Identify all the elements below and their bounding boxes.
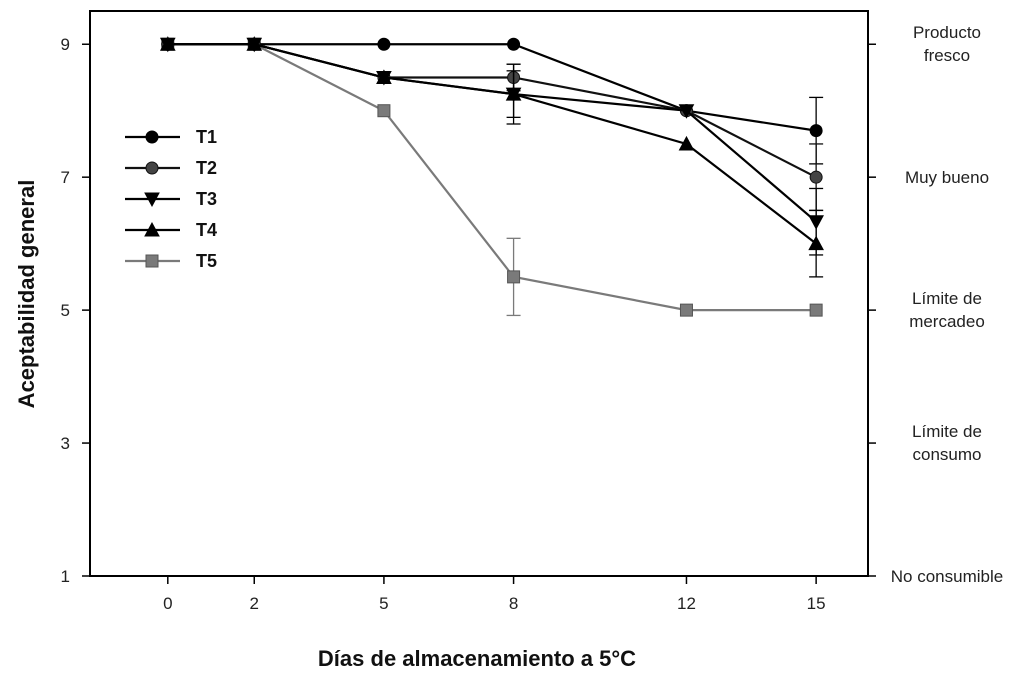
data-point <box>808 235 824 251</box>
data-point <box>809 170 823 184</box>
right-axis-label: Límite de <box>912 422 982 441</box>
x-tick-label: 2 <box>250 594 259 613</box>
right-axis-labels: Producto fresco Muy bueno Límite de mercadeo… <box>868 23 1003 586</box>
data-point <box>809 124 823 138</box>
legend-marker <box>145 130 159 144</box>
x-tick-label: 0 <box>163 594 172 613</box>
legend: T1 T2 T3 T4 T5 <box>125 127 217 271</box>
legend-marker <box>145 161 159 175</box>
plot-border <box>89 10 869 577</box>
right-axis-label: Muy bueno <box>905 168 989 187</box>
data-point <box>377 37 391 51</box>
right-axis-label: Límite de <box>912 289 982 308</box>
legend-label: T4 <box>196 220 217 240</box>
x-tick-label: 8 <box>509 594 518 613</box>
legend-marker <box>144 221 160 237</box>
legend-item: T1 <box>125 127 217 147</box>
data-point <box>505 86 522 101</box>
series-t5 <box>161 37 823 317</box>
data-point <box>507 37 521 51</box>
legend-marker <box>145 254 159 268</box>
series-line <box>167 43 817 245</box>
data-point <box>159 36 176 51</box>
y-axis: 1 3 5 7 9 <box>61 35 90 586</box>
legend-item: T2 <box>125 158 217 178</box>
right-axis-label: No consumible <box>891 567 1003 586</box>
series-layer <box>159 36 824 317</box>
right-axis-label: mercadeo <box>909 312 985 331</box>
right-axis-label: Producto <box>913 23 981 42</box>
legend-label: T2 <box>196 158 217 178</box>
legend-marker <box>144 192 160 208</box>
series-t1 <box>161 37 824 165</box>
data-point <box>246 36 263 51</box>
data-point <box>679 303 693 317</box>
legend-item: T4 <box>125 220 217 240</box>
series-line <box>167 43 817 223</box>
x-axis-title: Días de almacenamiento a 5°C <box>318 646 636 671</box>
data-point <box>809 303 823 317</box>
data-point <box>376 69 392 84</box>
x-tick-label: 15 <box>807 594 826 613</box>
y-tick-label: 3 <box>61 434 70 453</box>
right-axis-label: fresco <box>924 46 970 65</box>
y-axis-title: Aceptabilidad general <box>14 180 39 409</box>
legend-label: T1 <box>196 127 217 147</box>
x-tick-label: 5 <box>379 594 388 613</box>
x-axis: 0 2 5 8 12 15 <box>163 576 826 613</box>
data-point <box>678 104 695 119</box>
y-tick-label: 1 <box>61 567 70 586</box>
legend-label: T5 <box>196 251 217 271</box>
y-tick-label: 9 <box>61 35 70 54</box>
series-t2 <box>161 37 824 212</box>
data-point <box>507 270 521 284</box>
series-line <box>167 43 817 132</box>
series-t3 <box>159 37 824 256</box>
data-point <box>678 135 695 151</box>
series-line <box>167 43 817 312</box>
y-tick-label: 7 <box>61 168 70 187</box>
right-axis-label: consumo <box>913 445 982 464</box>
data-point <box>377 104 391 118</box>
x-tick-label: 12 <box>677 594 696 613</box>
series-line <box>167 43 817 179</box>
legend-item: T3 <box>125 189 217 209</box>
legend-label: T3 <box>196 189 217 209</box>
series-t4 <box>159 36 824 278</box>
legend-item: T5 <box>125 251 217 271</box>
y-tick-label: 5 <box>61 301 70 320</box>
plot-frame <box>89 10 869 577</box>
